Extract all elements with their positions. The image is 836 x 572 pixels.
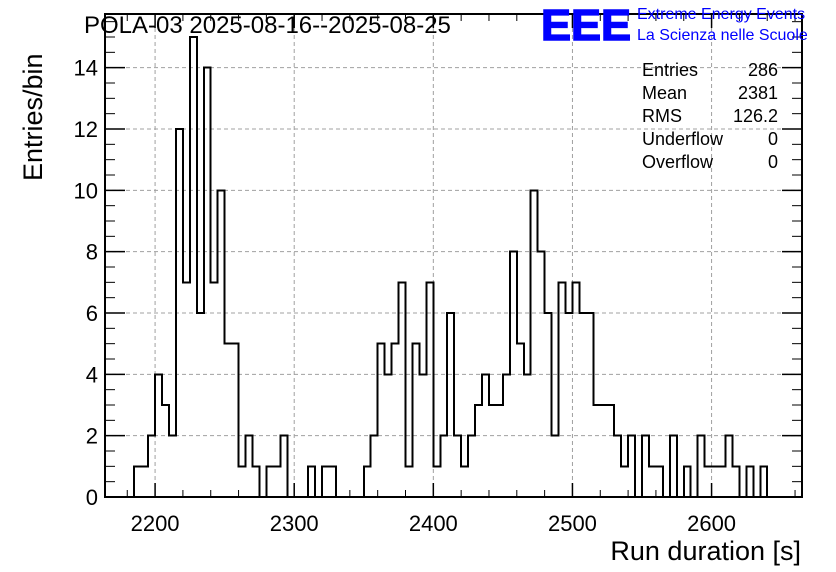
x-tick-label: 2600 bbox=[687, 511, 736, 536]
y-tick-label: 4 bbox=[86, 362, 98, 387]
stats-underflow-label: Underflow bbox=[642, 129, 724, 149]
x-tick-label: 2400 bbox=[409, 511, 458, 536]
stats-rms-value: 126.2 bbox=[733, 106, 778, 126]
stats-overflow-label: Overflow bbox=[642, 152, 714, 172]
y-tick-label: 10 bbox=[74, 178, 98, 203]
logo-line-2: La Scienza nelle Scuole bbox=[637, 27, 808, 44]
stats-entries-value: 286 bbox=[748, 60, 778, 80]
y-tick-label: 12 bbox=[74, 117, 98, 142]
stats-overflow-value: 0 bbox=[768, 152, 778, 172]
stats-rms-label: RMS bbox=[642, 106, 682, 126]
logo-mark: EEE bbox=[541, 1, 631, 50]
logo: EEE Extreme Energy Events La Scienza nel… bbox=[540, 0, 808, 51]
plot-frame bbox=[104, 13, 803, 498]
y-tick-label: 0 bbox=[86, 485, 98, 510]
y-tick-label: 2 bbox=[86, 424, 98, 449]
x-tick-label: 2300 bbox=[270, 511, 319, 536]
logo-line-1: Extreme Energy Events bbox=[637, 6, 805, 23]
y-tick-label: 14 bbox=[74, 56, 98, 81]
x-tick-label: 2200 bbox=[131, 511, 180, 536]
stats-underflow-value: 0 bbox=[768, 129, 778, 149]
y-axis-label: Entries/bin bbox=[18, 53, 48, 181]
axis-ticks bbox=[105, 14, 802, 498]
stats-box: Entries 286 Mean 2381 RMS 126.2 Underflo… bbox=[642, 60, 778, 172]
stats-mean-label: Mean bbox=[642, 83, 687, 103]
tick-labels: 2200 2300 2400 2500 2600 0 2 4 6 8 10 12 14 bbox=[74, 56, 737, 536]
x-axis-label: Run duration [s] bbox=[610, 536, 801, 566]
y-tick-label: 8 bbox=[86, 240, 98, 265]
chart-title: POLA-03 2025-08-16--2025-08-25 bbox=[84, 12, 451, 39]
stats-mean-value: 2381 bbox=[738, 83, 778, 103]
stats-entries-label: Entries bbox=[642, 60, 698, 80]
x-tick-label: 2500 bbox=[548, 511, 597, 536]
y-tick-label: 6 bbox=[86, 301, 98, 326]
